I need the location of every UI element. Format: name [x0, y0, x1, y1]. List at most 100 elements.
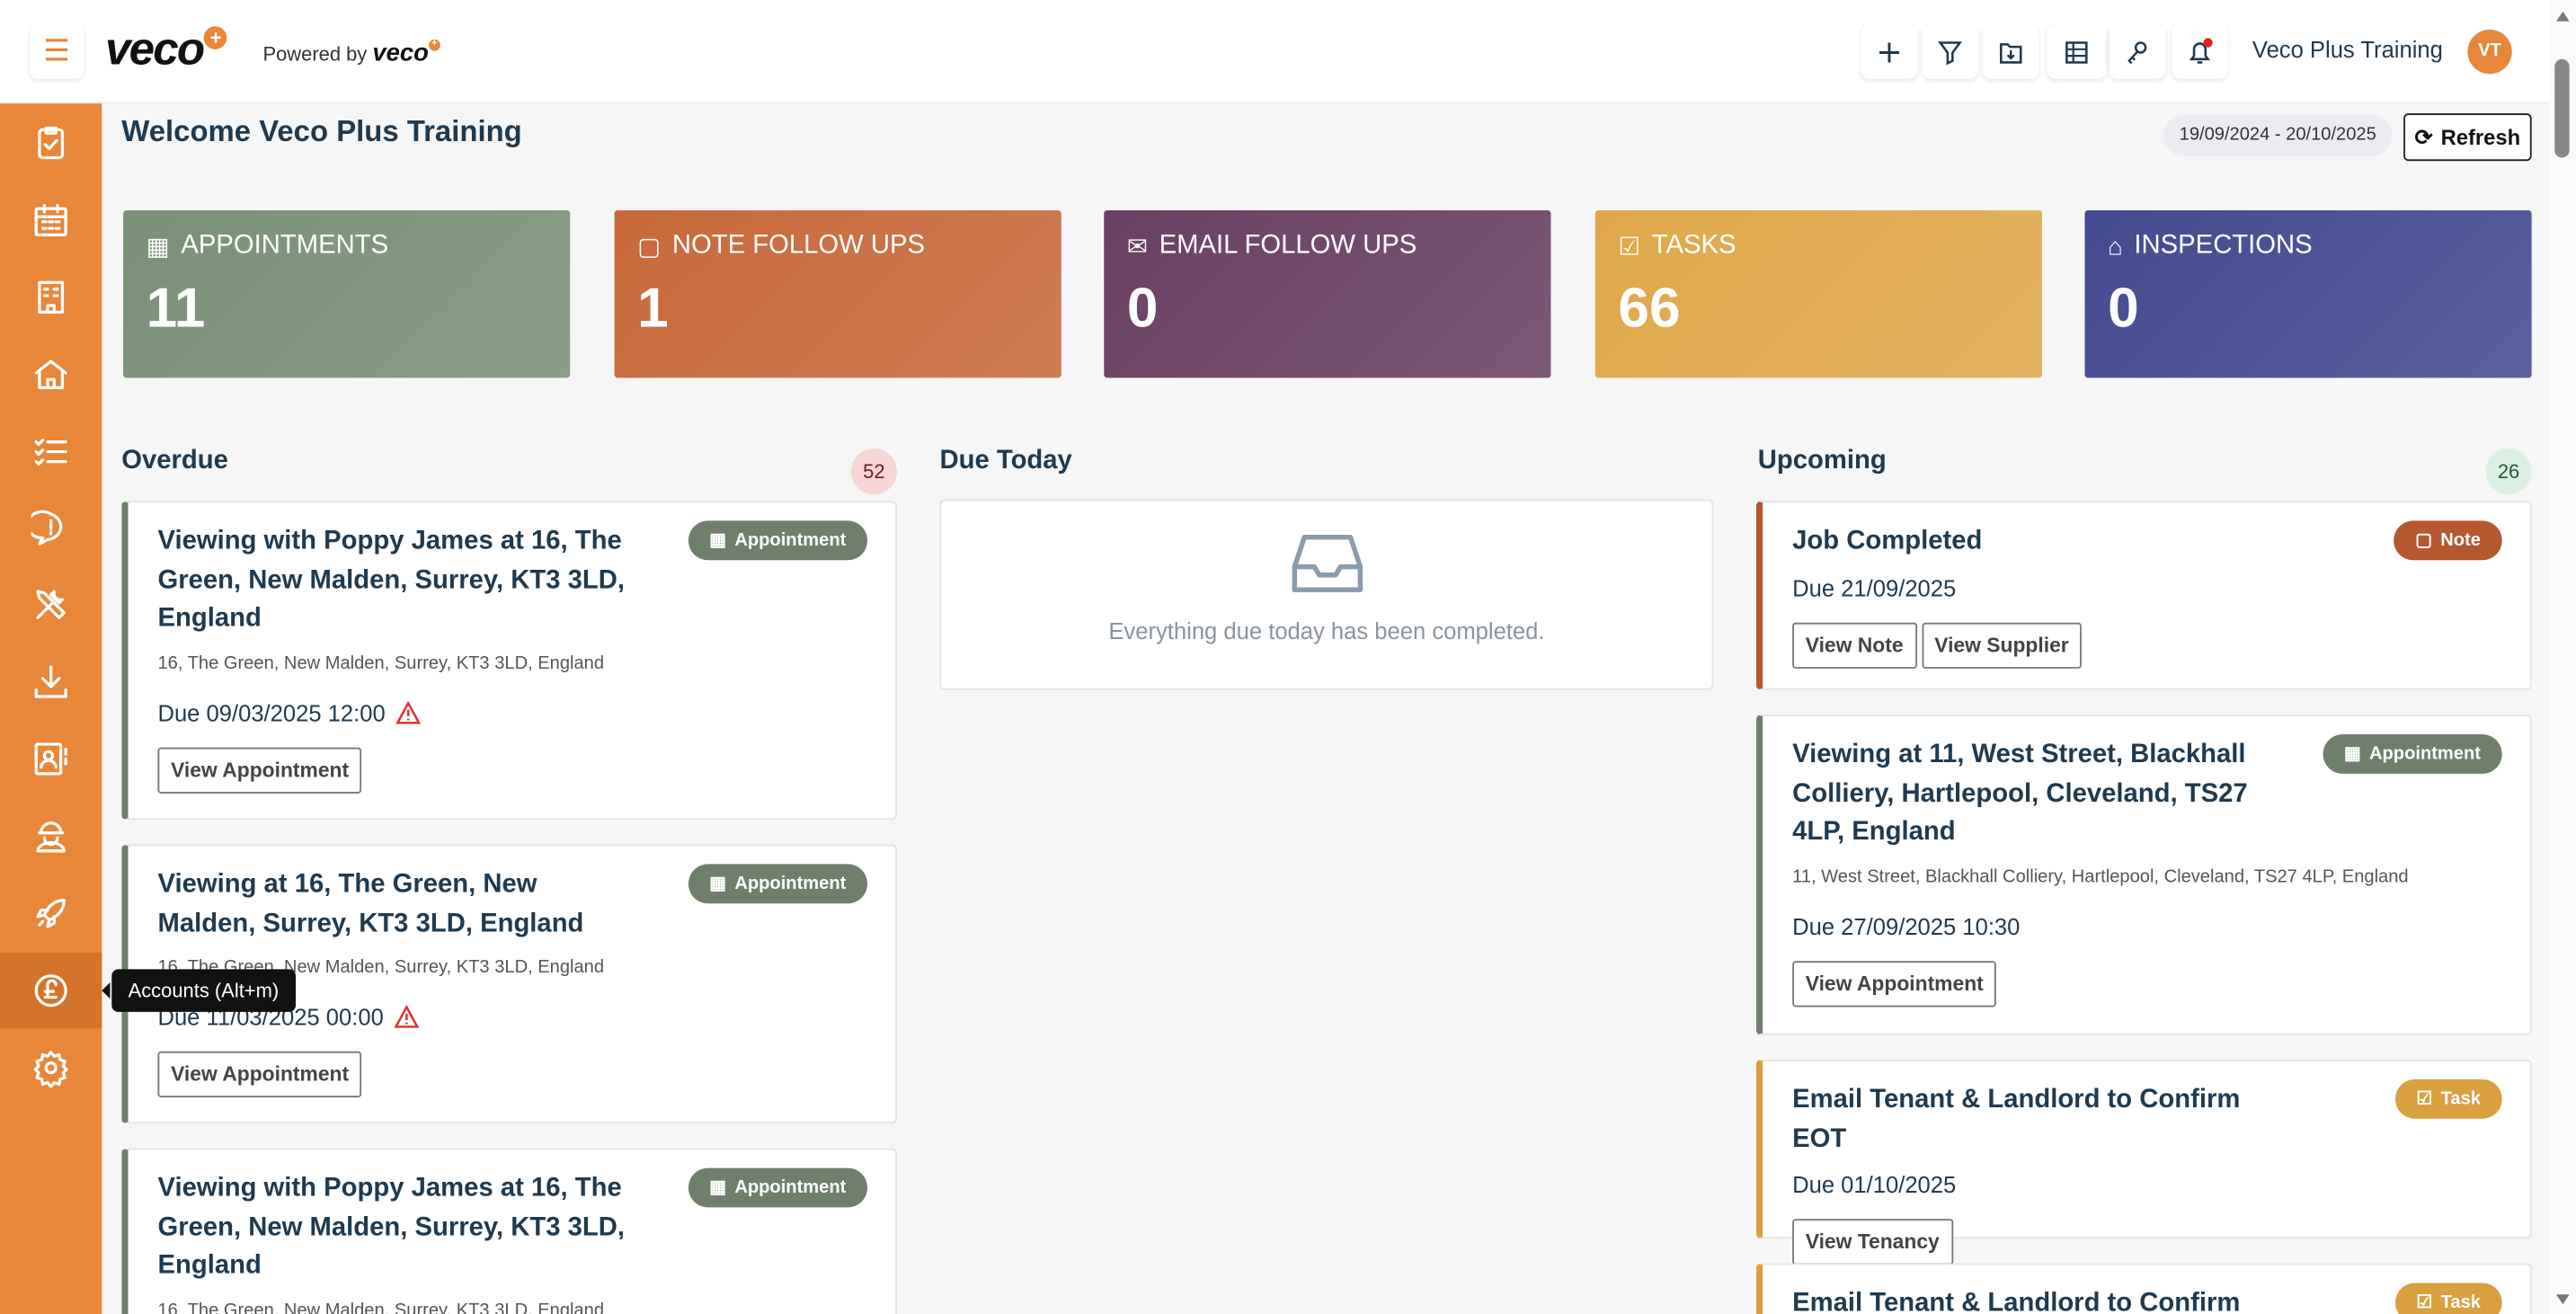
- badge-label: Task: [2440, 1088, 2481, 1109]
- download-icon: [34, 665, 67, 699]
- sidebar-item-tasks-clipboard[interactable]: [0, 105, 102, 181]
- scrollbar-thumb[interactable]: [2554, 58, 2570, 158]
- calendar-icon: ▦: [2343, 743, 2361, 764]
- sidebar-item-calendar[interactable]: [0, 182, 102, 258]
- stat-card-note-follow-ups[interactable]: ▢ NOTE FOLLOW UPS 1: [614, 209, 1061, 378]
- type-badge: ▦ Appointment: [688, 1168, 868, 1208]
- worker-icon: [36, 821, 66, 853]
- type-badge: ▦ Appointment: [688, 864, 868, 904]
- veco-logo[interactable]: veco +: [105, 23, 227, 75]
- sidebar-item-gear[interactable]: [0, 1030, 102, 1105]
- sidebar-item-download[interactable]: [0, 644, 102, 720]
- stat-value: 11: [146, 277, 206, 341]
- task-card: Viewing at 11, West Street, Blackhall Co…: [1755, 715, 2532, 1035]
- task-card: Job Completed ▢ Note Due 21/09/2025 View Not…: [1755, 501, 2532, 690]
- import-button[interactable]: [1983, 24, 2039, 79]
- sidebar-item-home[interactable]: [0, 336, 102, 412]
- key-button[interactable]: [2109, 24, 2166, 79]
- refresh-icon: ⟳: [2414, 123, 2433, 149]
- view-button[interactable]: View Appointment: [157, 1051, 362, 1097]
- filter-button[interactable]: [1922, 24, 1978, 79]
- stat-card-tasks[interactable]: ☑ TASKS 66: [1594, 209, 2042, 378]
- stat-label: NOTE FOLLOW UPS: [671, 231, 926, 260]
- view-button[interactable]: View Supplier: [1921, 621, 2083, 669]
- sidebar-item-building[interactable]: [0, 259, 102, 334]
- tasks-clipboard-icon: [38, 126, 65, 160]
- upcoming-heading: Upcoming: [1757, 447, 1887, 475]
- sidebar-item-contact-card[interactable]: [0, 722, 102, 797]
- sidebar-item-worker[interactable]: [0, 798, 102, 874]
- card-title[interactable]: Viewing with Poppy James at 16, The Gree…: [157, 1174, 625, 1280]
- filter-icon: [1938, 40, 1963, 65]
- due-today-empty-state: Everything due today has been completed.: [939, 499, 1714, 690]
- view-button[interactable]: View Appointment: [1792, 960, 1997, 1007]
- notifications-button[interactable]: [2172, 24, 2228, 79]
- stat-card-email-follow-ups[interactable]: ✉ EMAIL FOLLOW UPS 0: [1104, 209, 1551, 378]
- contact-card-icon: [34, 742, 67, 776]
- sidebar-item-rocket[interactable]: [0, 875, 102, 951]
- view-button[interactable]: View Note: [1792, 621, 1917, 669]
- view-button[interactable]: View Tenancy: [1792, 1219, 1953, 1265]
- scrollbar[interactable]: [2549, 0, 2576, 1314]
- key-icon: [2127, 40, 2147, 64]
- refresh-label: Refresh: [2440, 124, 2521, 150]
- stat-label: TASKS: [1651, 231, 1737, 260]
- card-address: 16, The Green, New Malden, Surrey, KT3 3…: [157, 1300, 605, 1314]
- user-name[interactable]: Veco Plus Training: [2252, 36, 2443, 63]
- card-title[interactable]: Viewing with Poppy James at 16, The Gree…: [157, 527, 625, 633]
- stat-value: 1: [637, 277, 669, 341]
- refresh-button[interactable]: ⟳ Refresh: [2403, 113, 2532, 162]
- card-title[interactable]: Job Completed: [1792, 527, 1983, 555]
- badge-label: Task: [2440, 1292, 2481, 1313]
- badge-label: Appointment: [734, 530, 847, 551]
- sidebar-item-pound[interactable]: [0, 952, 102, 1029]
- logo-text: veco: [104, 22, 205, 75]
- pound-icon: [34, 973, 67, 1008]
- sidebar-item-checklist[interactable]: [0, 413, 102, 489]
- stat-value: 0: [1126, 277, 1159, 341]
- checkbox-icon: ☑: [2416, 1292, 2433, 1313]
- overdue-count-badge: 52: [850, 448, 897, 495]
- note-icon: ▢: [2415, 530, 2433, 551]
- due-date: Due 27/09/2025 10:30: [1792, 912, 2021, 939]
- stat-card-inspections[interactable]: ⌂ INSPECTIONS 0: [2084, 209, 2532, 378]
- avatar[interactable]: VT: [2467, 29, 2512, 75]
- calendar-icon: ▦: [709, 874, 727, 894]
- warning-icon: [393, 1005, 419, 1028]
- date-range-picker[interactable]: 19/09/2024 - 20/10/2025: [2163, 114, 2393, 156]
- table-button[interactable]: [2047, 24, 2107, 79]
- card-title[interactable]: Viewing at 16, The Green, New Malden, Su…: [157, 870, 584, 937]
- stat-label: EMAIL FOLLOW UPS: [1159, 231, 1417, 260]
- calendar-icon: [34, 203, 67, 236]
- stat-label: APPOINTMENTS: [181, 231, 389, 260]
- view-button[interactable]: View Appointment: [157, 746, 362, 793]
- due-today-heading: Due Today: [939, 447, 1072, 475]
- stat-card-appointments[interactable]: ▦ APPOINTMENTS 11: [123, 209, 571, 378]
- type-badge: ▦ Appointment: [688, 520, 868, 561]
- type-badge: ▦ Appointment: [2323, 734, 2502, 774]
- task-card: Viewing with Poppy James at 16, The Gree…: [121, 1148, 897, 1314]
- add-button[interactable]: [1861, 24, 1918, 79]
- type-badge: ☑ Task: [2394, 1079, 2502, 1119]
- powered-brand: veco: [372, 39, 429, 67]
- empty-message: Everything due today has been completed.: [1108, 617, 1545, 644]
- badge-label: Appointment: [734, 1177, 847, 1198]
- card-title[interactable]: Email Tenant & Landlord to Confirm EOT: [1792, 1289, 2241, 1314]
- home-icon: [34, 359, 67, 389]
- envelope-icon: ✉: [1126, 233, 1148, 262]
- home-check-icon: ⌂: [2108, 232, 2123, 261]
- badge-label: Note: [2440, 530, 2481, 551]
- table-icon: [2065, 40, 2088, 63]
- checkbox-icon: ☑: [2416, 1088, 2433, 1109]
- calendar-icon: ▦: [709, 530, 727, 551]
- card-title[interactable]: Email Tenant & Landlord to Confirm EOT: [1792, 1086, 2241, 1153]
- stat-value: 0: [2108, 277, 2139, 341]
- task-card: Email Tenant & Landlord to Confirm EOT ☑ T…: [1755, 1263, 2532, 1314]
- inbox-icon: [1291, 534, 1363, 592]
- sidebar-item-tools[interactable]: [0, 567, 102, 643]
- due-date: Due 21/09/2025: [1792, 573, 1957, 601]
- tooltip: Accounts (Alt+m): [102, 969, 296, 1012]
- card-title[interactable]: Viewing at 11, West Street, Blackhall Co…: [1792, 741, 2248, 847]
- menu-toggle-button[interactable]: ☰: [29, 24, 84, 79]
- sidebar-item-message-alert[interactable]: [0, 491, 102, 566]
